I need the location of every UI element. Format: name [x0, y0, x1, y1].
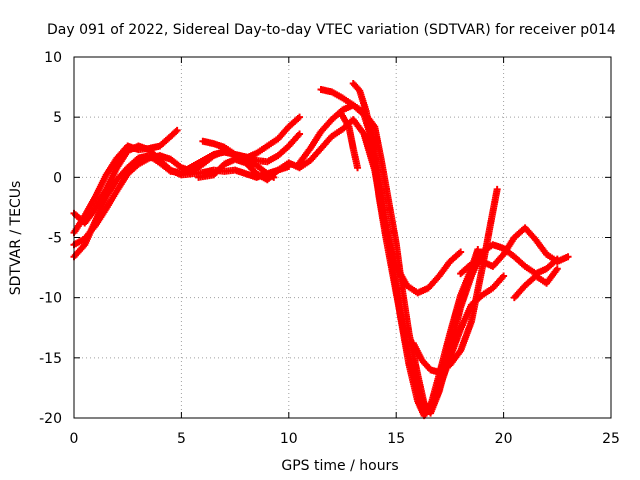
chart-title: Day 091 of 2022, Sidereal Day-to-day VTE…: [47, 22, 616, 38]
data-point: [553, 265, 561, 273]
y-tick-label: 0: [53, 170, 62, 186]
x-tick-label: 25: [602, 431, 620, 447]
data-point: [172, 128, 180, 136]
data-point: [474, 246, 482, 254]
series-arc-9: [336, 108, 362, 172]
y-tick-label: -10: [39, 291, 62, 307]
x-tick-label: 10: [280, 431, 298, 447]
series-arc-12: [457, 224, 572, 278]
y-axis-label: SDTVAR / TECUs: [8, 181, 24, 296]
data-point: [564, 253, 572, 261]
series-arc-5: [195, 116, 465, 297]
data-point: [500, 272, 508, 280]
data-point: [354, 164, 362, 172]
y-tick-label: -5: [48, 231, 62, 247]
data-point: [457, 248, 465, 256]
data-point: [173, 126, 181, 134]
x-tick-label: 15: [387, 431, 405, 447]
data-point: [296, 113, 304, 121]
series-arc-3: [70, 130, 304, 261]
x-axis-label: GPS time / hours: [281, 458, 398, 474]
y-tick-label: -20: [39, 411, 62, 427]
series-arc-6: [199, 113, 304, 162]
axis-ticks: 0 5 10 15 20 25 -20 -15 -10 -5 0 5 10: [39, 50, 620, 447]
series-arc-8: [317, 85, 561, 417]
data-point: [296, 130, 304, 138]
x-tick-label: 20: [495, 431, 513, 447]
x-tick-label: 5: [177, 431, 186, 447]
y-tick-label: -15: [39, 351, 62, 367]
x-tick-label: 0: [70, 431, 79, 447]
series-arc-10: [349, 79, 482, 420]
y-tick-label: 10: [44, 50, 62, 66]
data-point: [493, 185, 501, 193]
series-arc-13: [510, 265, 561, 302]
y-tick-label: 5: [53, 110, 62, 126]
series-arc-11: [409, 185, 501, 376]
data-marks: [70, 79, 572, 420]
